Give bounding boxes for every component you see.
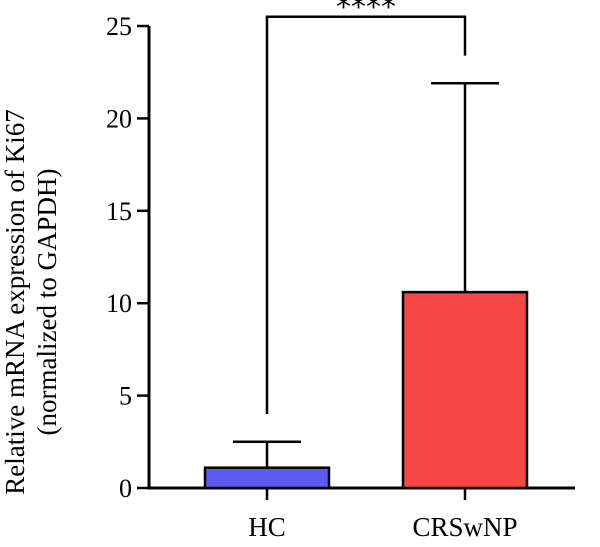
bar-CRSwNP [401, 290, 529, 490]
x-tick-label-HC: HC [248, 512, 286, 542]
y-tick-label-20: 20 [106, 104, 132, 133]
y-tick-label-25: 25 [106, 12, 132, 41]
y-tick-label-0: 0 [119, 474, 132, 503]
y-tick-label-10: 10 [106, 289, 132, 318]
bar-HC [203, 466, 331, 490]
significance-bracket: **** [265, 0, 467, 415]
significance-line [265, 15, 467, 415]
y-axis-title-line-2: (normalized to GAPDH) [32, 169, 62, 436]
significance-label: **** [336, 0, 396, 25]
y-axis-title: Relative mRNA expression of Ki67 (normal… [0, 109, 62, 494]
y-tick-label-5: 5 [119, 382, 132, 411]
y-tick-label-15: 15 [106, 197, 132, 226]
x-tick-label-CRSwNP: CRSwNP [412, 512, 517, 542]
bars [203, 82, 529, 490]
category-labels: HC CRSwNP [248, 488, 518, 542]
y-axis-title-line-1: Relative mRNA expression of Ki67 [0, 109, 30, 494]
